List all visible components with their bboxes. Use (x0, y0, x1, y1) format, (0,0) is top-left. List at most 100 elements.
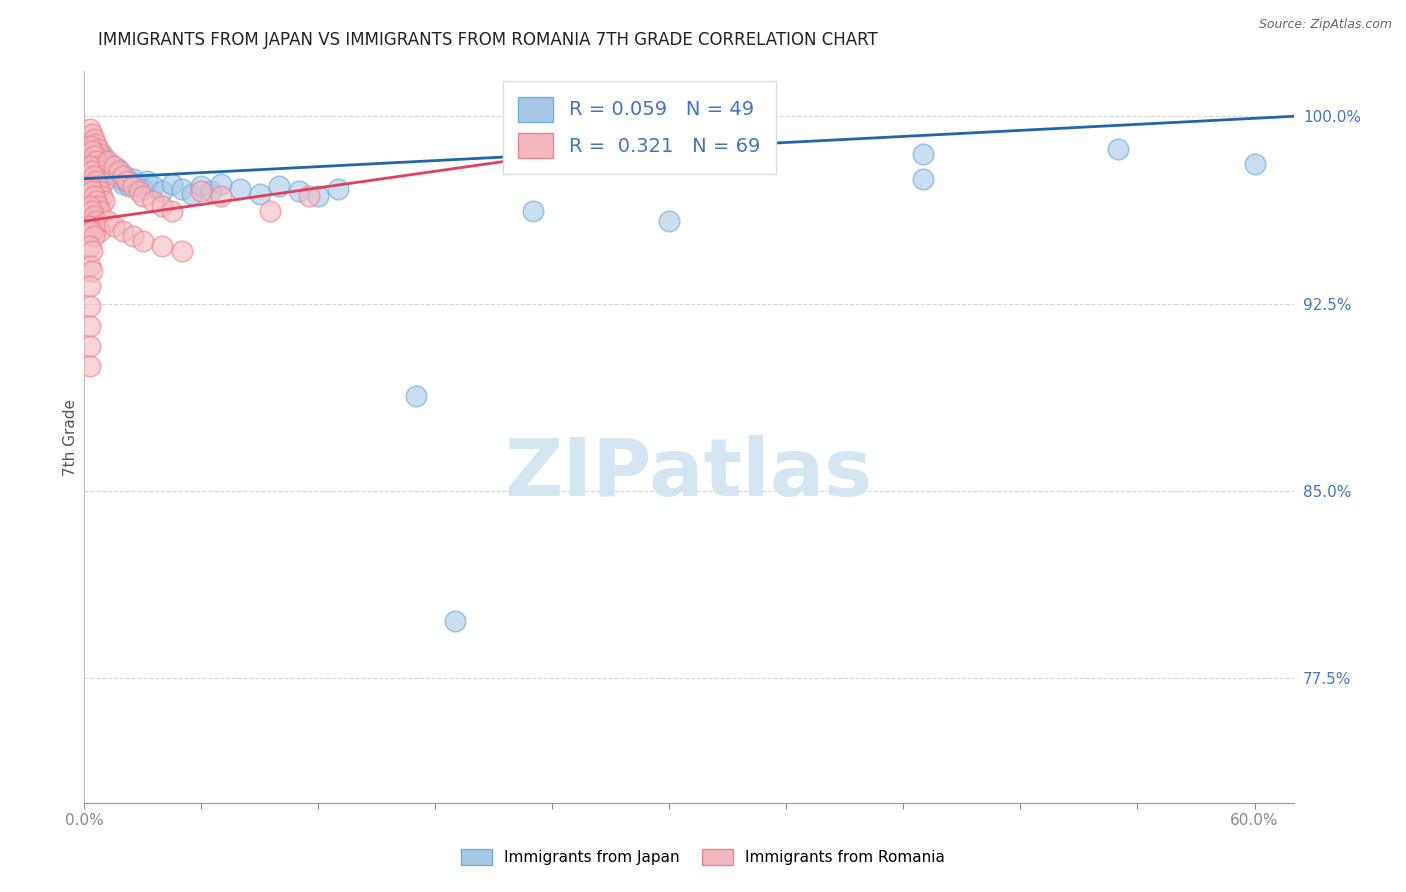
Text: Source: ZipAtlas.com: Source: ZipAtlas.com (1258, 18, 1392, 31)
Point (170, 182, 193, 196)
Point (84, 136, 107, 151)
Point (117, 174, 139, 188)
Point (82, 164, 104, 178)
Point (89, 164, 111, 178)
Point (160, 177, 183, 191)
Point (93, 157, 115, 171)
Point (97, 161, 120, 176)
Point (83, 149, 105, 163)
Point (82, 145, 104, 159)
Point (83, 139, 105, 153)
Point (90, 169, 112, 184)
Point (103, 164, 125, 178)
Legend: R = 0.059   N = 49, R =  0.321   N = 69: R = 0.059 N = 49, R = 0.321 N = 69 (503, 81, 776, 174)
Point (122, 179, 145, 194)
Point (114, 169, 136, 184)
Point (79, 121, 101, 136)
Point (1243, 157, 1265, 171)
Point (209, 177, 232, 191)
Point (84, 194, 107, 209)
Point (79, 159, 101, 173)
Point (93, 194, 115, 209)
Point (405, 389, 427, 403)
Point (112, 169, 135, 184)
Point (87, 142, 110, 156)
Point (79, 299, 101, 313)
Point (117, 174, 139, 188)
Point (89, 204, 111, 219)
Point (79, 239, 101, 253)
Point (83, 189, 105, 203)
Point (522, 204, 544, 219)
Point (82, 204, 104, 219)
Point (82, 264, 104, 278)
Point (82, 184, 104, 198)
Point (229, 182, 252, 196)
Point (190, 179, 212, 194)
Text: IMMIGRANTS FROM JAPAN VS IMMIGRANTS FROM ROMANIA 7TH GRADE CORRELATION CHART: IMMIGRANTS FROM JAPAN VS IMMIGRANTS FROM… (98, 31, 879, 49)
Point (89, 224, 111, 238)
Point (269, 179, 291, 194)
Point (103, 159, 125, 173)
Point (132, 182, 155, 196)
Point (87, 219, 110, 234)
Point (132, 234, 155, 248)
Point (249, 186, 271, 201)
Point (326, 182, 349, 196)
Point (135, 174, 157, 188)
Point (108, 167, 131, 181)
Point (150, 239, 173, 253)
Point (150, 199, 173, 213)
Point (180, 186, 202, 201)
Legend: Immigrants from Japan, Immigrants from Romania: Immigrants from Japan, Immigrants from R… (456, 843, 950, 871)
Point (90, 189, 112, 203)
Point (83, 229, 105, 244)
Point (79, 134, 101, 148)
Point (79, 339, 101, 353)
Point (128, 184, 150, 198)
Point (84, 154, 107, 169)
Point (83, 132, 105, 146)
Point (200, 184, 222, 198)
Point (1107, 142, 1129, 156)
Point (93, 152, 115, 166)
Point (911, 146, 934, 161)
Point (142, 179, 165, 194)
Point (170, 244, 193, 259)
Point (112, 177, 135, 191)
Point (90, 146, 112, 161)
Point (82, 127, 104, 141)
Point (678, 127, 700, 141)
Point (89, 154, 111, 169)
Point (298, 189, 321, 203)
Point (83, 209, 105, 223)
Point (79, 199, 101, 213)
Point (110, 171, 132, 186)
Point (100, 159, 122, 173)
Point (87, 159, 110, 173)
Point (82, 224, 104, 238)
Point (150, 184, 173, 198)
Point (79, 139, 101, 153)
Point (288, 184, 311, 198)
Point (911, 171, 934, 186)
Point (79, 279, 101, 293)
Point (94, 157, 117, 171)
Point (79, 359, 101, 373)
Point (79, 179, 101, 194)
Point (84, 174, 107, 188)
Point (79, 219, 101, 234)
Point (142, 194, 165, 209)
Point (87, 179, 110, 194)
Point (658, 214, 681, 228)
Point (84, 214, 107, 228)
Point (307, 189, 329, 203)
Point (103, 219, 125, 234)
Point (90, 152, 112, 166)
Point (112, 224, 135, 238)
Point (122, 229, 145, 244)
Point (83, 169, 105, 184)
Point (259, 204, 281, 219)
Point (79, 259, 101, 273)
Point (108, 164, 131, 178)
